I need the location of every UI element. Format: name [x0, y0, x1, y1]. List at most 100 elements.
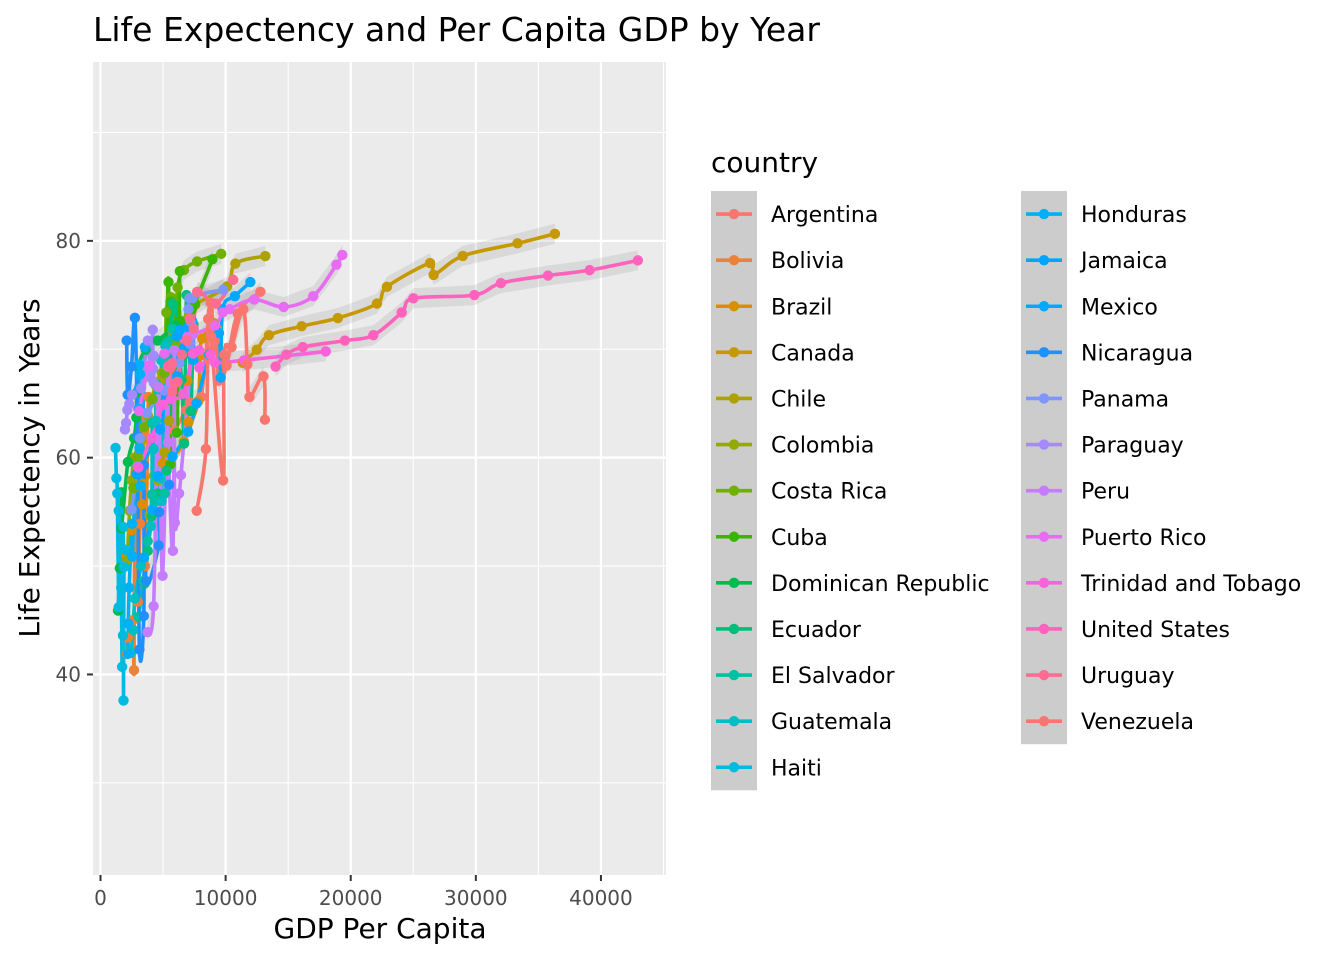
data-point [255, 286, 266, 298]
data-point [218, 349, 230, 360]
data-point [193, 345, 205, 356]
x-tick-label: 40000 [569, 886, 633, 910]
data-point [469, 289, 480, 301]
data-point [207, 254, 218, 265]
data-point [138, 610, 149, 622]
legend-label: Nicaragua [1081, 341, 1193, 366]
legend-key-point [728, 762, 740, 773]
data-point [126, 518, 138, 529]
data-point [296, 320, 307, 332]
data-point [194, 362, 205, 373]
legend-key-point [728, 254, 740, 266]
plot-group: 0 10000 20000 30000 40000 40 60 80 [56, 62, 666, 910]
legend-label: Dominican Republic [771, 572, 990, 597]
legend-key-point [728, 347, 740, 358]
data-point [184, 313, 196, 325]
data-point [122, 456, 134, 468]
legend-label: Puerto Rico [1081, 526, 1206, 551]
data-point [396, 307, 407, 318]
data-point [297, 341, 309, 353]
data-point [512, 238, 523, 249]
data-point [145, 520, 157, 532]
data-point [154, 424, 166, 435]
legend-key-point [728, 439, 740, 450]
data-point [217, 475, 229, 486]
data-point [133, 462, 144, 473]
data-point [120, 417, 132, 429]
data-point [144, 360, 155, 371]
data-point [115, 582, 127, 593]
legend-label: Uruguay [1081, 664, 1175, 689]
data-point [281, 349, 292, 360]
plot-panel [93, 62, 666, 875]
data-point [152, 335, 163, 346]
data-point [129, 593, 141, 604]
data-point [424, 257, 436, 269]
legend-label: Bolivia [771, 249, 844, 274]
legend-label: Peru [1081, 480, 1130, 505]
data-point [113, 602, 124, 613]
legend-key-point [728, 393, 740, 404]
data-point [174, 324, 186, 335]
data-point [135, 560, 147, 572]
legend-key-point [1038, 301, 1050, 312]
legend-label: United States [1081, 618, 1230, 643]
legend-label: Venezuela [1081, 710, 1194, 735]
confidence-band [275, 250, 638, 377]
data-point [148, 600, 159, 612]
legend-key-point [1038, 208, 1050, 220]
legend-key-point [1038, 347, 1050, 358]
legend-key-point [728, 531, 740, 542]
legend-label: Brazil [771, 295, 832, 320]
data-point [127, 551, 138, 562]
legend-label: Ecuador [771, 618, 862, 643]
data-point [147, 324, 158, 335]
data-point [191, 286, 203, 298]
legend-key-point [728, 485, 740, 496]
data-point [118, 521, 129, 533]
data-point [152, 470, 164, 482]
legend-label: Haiti [771, 756, 822, 781]
confidence-band [242, 223, 555, 373]
data-point [549, 228, 561, 240]
data-point [166, 386, 178, 397]
data-point [221, 360, 232, 371]
data-point [320, 346, 332, 357]
data-point [248, 294, 260, 305]
series-line [124, 314, 171, 664]
data-point [162, 437, 174, 448]
data-point [230, 258, 241, 269]
legend-title: country [711, 146, 818, 179]
legend-key-point [728, 669, 740, 681]
data-point [245, 276, 256, 288]
data-point [156, 495, 167, 507]
data-point [428, 269, 439, 281]
data-point [263, 329, 275, 341]
data-point [133, 405, 145, 417]
legend-label: Canada [771, 341, 855, 366]
data-point [134, 644, 145, 655]
data-point [167, 545, 179, 557]
legend-key-point [728, 208, 740, 220]
data-point [142, 535, 153, 547]
data-point [205, 349, 216, 360]
data-point [244, 391, 255, 403]
legend-label: Costa Rica [771, 480, 887, 505]
legend-key-point [728, 715, 740, 727]
legend-label: Guatemala [771, 710, 892, 735]
data-point [213, 327, 225, 339]
data-point [209, 320, 220, 331]
data-point [251, 344, 262, 355]
data-point [120, 544, 131, 555]
data-point [123, 618, 134, 629]
data-point [215, 372, 226, 383]
data-point [141, 408, 153, 419]
data-point [163, 276, 174, 288]
legend-key-point [1038, 531, 1050, 542]
data-point [148, 443, 159, 455]
data-point [408, 293, 419, 304]
data-point [260, 250, 271, 262]
y-tick-label: 80 [56, 229, 81, 253]
legend-label: Chile [771, 387, 826, 412]
